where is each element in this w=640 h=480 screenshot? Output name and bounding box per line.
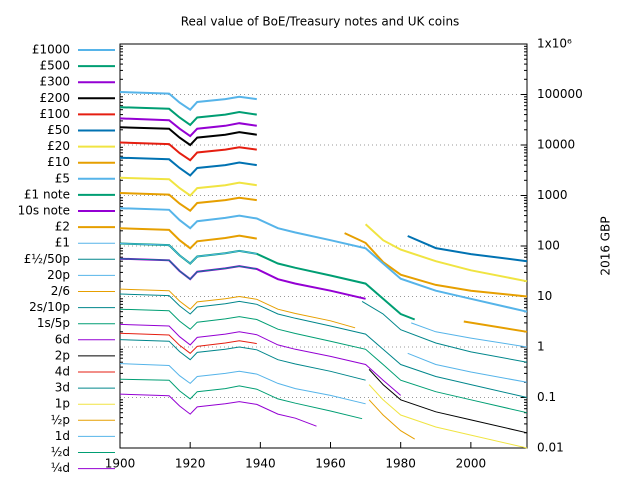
x-tick-label: 1960: [315, 457, 346, 471]
legend-label: ½d: [51, 445, 70, 459]
x-tick-label: 1920: [175, 457, 206, 471]
legend-label: 6d: [55, 332, 70, 346]
y-tick-label: 10: [537, 289, 552, 303]
series-line: [463, 320, 528, 333]
y-tick-label: 1000: [537, 188, 568, 202]
legend-label: £200: [39, 91, 70, 105]
series-line: [119, 117, 257, 138]
legend-label: 10s note: [18, 204, 70, 218]
x-tick-label: 1980: [385, 457, 416, 471]
y-tick-label: 100000: [537, 87, 583, 101]
series-line: [368, 369, 528, 434]
y-tick-label: 100: [537, 239, 560, 253]
series-line: [119, 332, 257, 354]
series-line: [119, 176, 257, 197]
legend-label: 2s/10p: [29, 300, 70, 314]
legend-label: ½p: [51, 413, 70, 427]
legend-label: 4d: [55, 365, 70, 379]
series-line: [119, 339, 366, 381]
series-line: [344, 232, 528, 298]
legend-label: £5: [55, 171, 70, 185]
legend-label: £100: [39, 107, 70, 121]
y-axis-label: 2016 GBP: [599, 216, 613, 275]
series-line: [119, 288, 356, 329]
y-tick-label: 0.01: [537, 441, 564, 455]
series-line: [119, 141, 257, 162]
chart-title: Real value of BoE/Treasury notes and UK …: [181, 15, 460, 29]
series-line: [119, 126, 257, 147]
series-line: [119, 156, 257, 177]
legend-label: 2/6: [51, 284, 70, 298]
legend-label: £½/50p: [24, 252, 70, 266]
y-tick-label: 1: [537, 340, 545, 354]
y-tick-label: 0.1: [537, 390, 556, 404]
series-line: [119, 243, 257, 265]
x-tick-label: 1900: [105, 457, 136, 471]
series-line: [119, 378, 363, 420]
series-line: [119, 106, 257, 127]
series-line: [368, 384, 528, 449]
series-line: [119, 258, 257, 280]
series-line: [119, 257, 366, 300]
legend-label: £50: [47, 123, 70, 137]
series-line: [364, 223, 528, 283]
series-line: [119, 242, 416, 321]
series-line: [119, 363, 366, 405]
legend-label: £10: [47, 155, 70, 169]
legend-label: £2: [55, 220, 70, 234]
series-line: [119, 207, 528, 313]
series-line: [407, 235, 528, 263]
series-line: [119, 91, 257, 112]
series-line: [119, 192, 257, 213]
legend-label: £20: [47, 139, 70, 153]
legend-label: £1 note: [24, 187, 70, 201]
legend-label: ¼d: [51, 461, 70, 475]
series-line: [411, 322, 528, 348]
plot-frame: [119, 43, 528, 449]
legend-label: 1d: [55, 429, 70, 443]
legend-label: £1000: [32, 43, 70, 57]
y-tick-label: 1x10⁶: [537, 37, 572, 51]
legend-label: 1s/5p: [37, 316, 70, 330]
series-line: [361, 300, 528, 363]
series-line: [119, 393, 317, 427]
series-line: [119, 227, 257, 250]
legend-label: 3d: [55, 381, 70, 395]
legend-label: £1: [55, 236, 70, 250]
series-line: [119, 308, 528, 414]
legend-label: 2p: [55, 348, 70, 362]
y-tick-label: 10000: [537, 138, 575, 152]
legend-label: 1p: [55, 397, 70, 411]
series-line: [407, 352, 528, 383]
x-tick-label: 2000: [456, 457, 487, 471]
x-tick-label: 1940: [245, 457, 276, 471]
series-line: [119, 323, 402, 396]
legend-label: £500: [39, 59, 70, 73]
legend-label: 20p: [47, 268, 70, 282]
series-line: [368, 399, 415, 440]
series-line: [119, 293, 528, 398]
legend-label: £300: [39, 75, 70, 89]
